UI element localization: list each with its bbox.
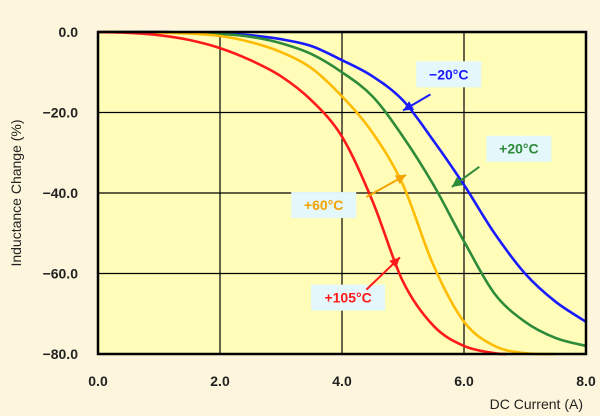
x-tick-label: 4.0: [332, 373, 352, 389]
annotation-arrow-head: [451, 177, 463, 187]
x-tick-label: 6.0: [454, 373, 474, 389]
annotation-box: [311, 284, 386, 311]
y-tick-label: −20.0: [43, 105, 79, 121]
x-tick-label: 0.0: [88, 373, 108, 389]
x-tick-label: 8.0: [576, 373, 596, 389]
series-lines: [97, 30, 587, 356]
x-axis-label: DC Current (A): [490, 396, 583, 412]
annotation-label: +105°C: [324, 290, 371, 306]
annotation-arrow-head: [403, 101, 415, 111]
y-tick-label: −80.0: [43, 346, 79, 362]
annotation-box: [416, 61, 482, 88]
y-tick-label: −60.0: [43, 266, 79, 282]
tick-labels: 0.0 2.0 4.0 6.0 8.0 0.0 −20.0 −40.0 −60.0 −80.0: [43, 24, 596, 389]
annotation-arrow-head: [394, 174, 407, 185]
y-tick-label: 0.0: [59, 24, 79, 40]
plot-frame: [96, 30, 588, 356]
annotation-arrow-head: [389, 257, 400, 268]
series-line-3: [97, 30, 507, 356]
x-tick-label: 2.0: [210, 373, 230, 389]
annotation-label: −20°C: [429, 66, 468, 82]
annotation-label: +20°C: [499, 141, 538, 157]
annotations: −20°C +20°C +60°C +105°C: [291, 61, 552, 311]
y-axis-label: Inductance Change (%): [8, 119, 24, 266]
annotation-box: [486, 135, 552, 162]
series-line-1: [97, 30, 587, 348]
y-tick-label: −40.0: [43, 185, 79, 201]
annotation-label: +60°C: [304, 197, 343, 213]
series-line-2: [97, 30, 556, 356]
annotation-box: [291, 192, 357, 219]
